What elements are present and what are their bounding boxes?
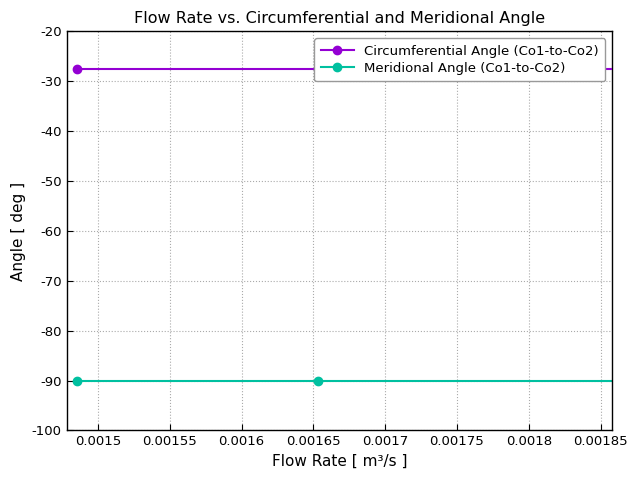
Y-axis label: Angle [ deg ]: Angle [ deg ] <box>11 181 26 280</box>
Meridional Angle (Co1-to-Co2) <box>314 378 321 384</box>
Line: Meridional Angle (Co1-to-Co2): Meridional Angle (Co1-to-Co2) <box>72 376 640 385</box>
Title: Flow Rate vs. Circumferential and Meridional Angle: Flow Rate vs. Circumferential and Meridi… <box>134 11 545 26</box>
X-axis label: Flow Rate [ m³/s ]: Flow Rate [ m³/s ] <box>271 454 407 469</box>
Meridional Angle (Co1-to-Co2) <box>73 378 81 384</box>
Legend: Circumferential Angle (Co1-to-Co2), Meridional Angle (Co1-to-Co2): Circumferential Angle (Co1-to-Co2), Meri… <box>314 38 605 81</box>
